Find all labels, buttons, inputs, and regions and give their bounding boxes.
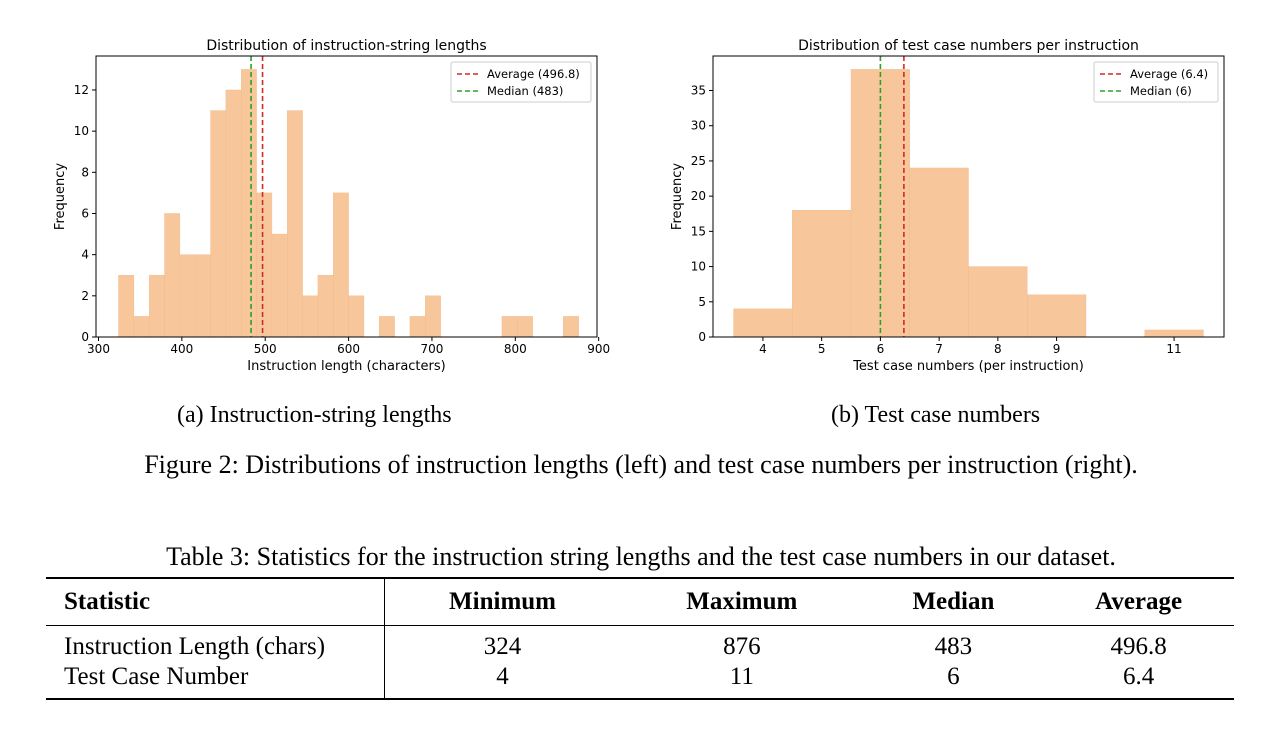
header-minimum: Minimum [449, 588, 556, 615]
y-tick-label: 20 [691, 189, 706, 203]
y-axis-label: Frequency [670, 163, 685, 230]
histogram-bar [1027, 294, 1087, 338]
histogram-bar [256, 192, 273, 338]
histogram-bar [118, 275, 135, 338]
cell-median: 483 [934, 633, 973, 660]
legend-box [1093, 61, 1219, 103]
x-tick-label: 7 [935, 342, 943, 356]
y-tick-label: 0 [81, 330, 89, 344]
header-average: Average [1095, 588, 1183, 615]
subcaption-a: (a) Instruction-string lengths [177, 402, 452, 428]
x-tick-label: 8 [994, 342, 1002, 356]
header-median: Median [912, 588, 995, 615]
histogram-bar [225, 89, 242, 338]
table-header-row: Statistic Minimum Maximum Median Average [46, 578, 1234, 626]
x-tick-label: 11 [1166, 342, 1181, 356]
plot-frame [95, 55, 598, 338]
histogram-bar [1144, 329, 1204, 338]
x-axis-label: Test case numbers (per instruction) [852, 359, 1084, 374]
histogram-bar [164, 213, 181, 338]
cell-minimum: 4 [496, 663, 509, 690]
x-tick-label: 600 [337, 342, 360, 356]
legend: Average (496.8) Median (483) [450, 61, 592, 103]
x-tick-label: 700 [420, 342, 443, 356]
cell-minimum: 324 [483, 633, 522, 660]
x-tick-label: 300 [87, 342, 110, 356]
y-tick-label: 5 [698, 295, 706, 309]
x-tick-label: 900 [587, 342, 610, 356]
legend-entry: Average (6.4) [1130, 67, 1208, 81]
histogram-bar [333, 192, 349, 338]
histogram-bar [517, 316, 533, 338]
histogram-bar [179, 254, 196, 338]
test-case-histogram: 4 5 6 7 8 9 11 0 5 10 15 20 25 30 35 Distribution of te… [670, 38, 1225, 374]
subcaption-b: (b) Test case numbers [831, 402, 1041, 428]
histogram-bar [563, 316, 579, 338]
y-tick-label: 10 [74, 124, 89, 138]
chart-title: Distribution of instruction-string lengt… [206, 38, 486, 54]
legend-entry: Average (496.8) [487, 67, 580, 81]
histogram-bar [302, 295, 319, 338]
histogram-bar [348, 295, 365, 338]
histogram-bar [148, 275, 165, 338]
x-tick-label: 4 [759, 342, 767, 356]
histogram-bar [287, 110, 303, 338]
table-row: Test Case Number 4 11 6 6.4 [46, 662, 1234, 699]
cell-average: 496.8 [1110, 633, 1167, 660]
header-maximum: Maximum [686, 588, 798, 615]
histogram-bar [210, 110, 227, 338]
x-axis-label: Instruction length (characters) [247, 359, 445, 374]
legend-entry: Median (6) [1130, 84, 1192, 98]
legend-box [450, 61, 592, 103]
histogram-bar [317, 275, 334, 338]
table-row: Instruction Length (chars) 324 876 483 4… [46, 625, 1234, 662]
histogram-bar [733, 308, 793, 338]
legend-entry: Median (483) [487, 84, 563, 98]
cell-median: 6 [947, 663, 960, 690]
histogram-bar [968, 266, 1028, 338]
histogram-bar [425, 295, 441, 338]
y-tick-label: 4 [81, 248, 89, 262]
histogram-bar [909, 167, 969, 338]
cell-average: 6.4 [1123, 663, 1155, 690]
histogram-bar [194, 254, 211, 338]
y-tick-label: 15 [691, 224, 706, 238]
x-tick-label: 9 [1053, 342, 1061, 356]
row-label: Test Case Number [46, 662, 385, 699]
histogram-bar [271, 233, 288, 338]
histogram-bar [133, 316, 150, 338]
y-tick-label: 0 [698, 330, 706, 344]
cell-maximum: 876 [723, 633, 761, 660]
histogram-bar [379, 316, 395, 338]
histogram-bar [501, 316, 518, 338]
y-tick-label: 2 [81, 289, 89, 303]
table-caption: Table 3: Statistics for the instruction … [166, 542, 1116, 571]
histogram-bar [241, 69, 257, 338]
y-tick-label: 12 [74, 83, 89, 97]
x-tick-label: 800 [504, 342, 527, 356]
instruction-length-histogram: 300 400 500 600 700 800 900 0 2 4 6 8 10 12 Distributi… [53, 38, 610, 374]
y-axis-label: Frequency [53, 163, 68, 230]
y-tick-label: 25 [691, 154, 706, 168]
header-statistic: Statistic [46, 578, 385, 626]
legend: Average (6.4) Median (6) [1093, 61, 1219, 103]
figure-caption: Figure 2: Distributions of instruction l… [144, 450, 1138, 479]
histogram-bar [792, 210, 852, 338]
x-tick-label: 5 [818, 342, 826, 356]
x-tick-label: 500 [254, 342, 277, 356]
histogram-bar [409, 316, 426, 338]
x-tick-label: 6 [877, 342, 885, 356]
y-tick-label: 10 [691, 260, 706, 274]
cell-maximum: 11 [729, 663, 754, 690]
row-label: Instruction Length (chars) [46, 625, 385, 662]
chart-title: Distribution of test case numbers per in… [798, 38, 1139, 54]
x-tick-label: 400 [170, 342, 193, 356]
y-tick-label: 35 [691, 84, 706, 98]
y-tick-label: 8 [81, 165, 89, 179]
y-tick-label: 6 [81, 206, 89, 220]
y-tick-label: 30 [691, 119, 706, 133]
statistics-table: Statistic Minimum Maximum Median Average… [46, 577, 1234, 700]
